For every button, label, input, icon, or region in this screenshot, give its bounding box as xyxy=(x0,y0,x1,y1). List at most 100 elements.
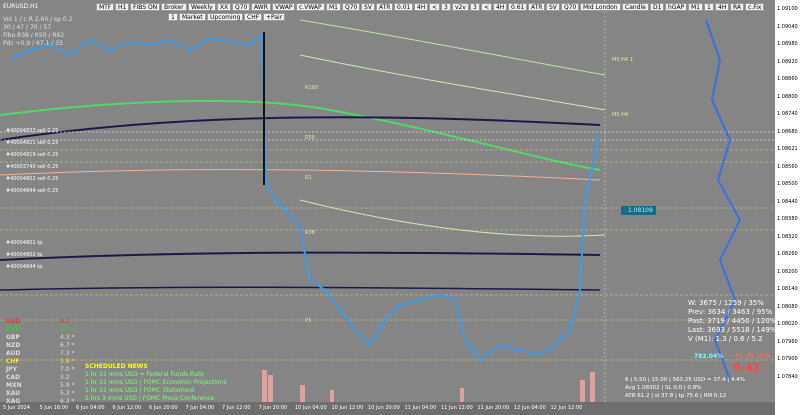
band-line xyxy=(299,199,606,237)
toolbar-button[interactable]: ATR xyxy=(528,3,546,11)
toolbar-button[interactable]: 4H xyxy=(715,3,730,11)
ma-line xyxy=(0,286,601,291)
price-label: 1.07960 xyxy=(777,338,798,345)
currency-code: USD xyxy=(6,318,21,325)
toolbar-button[interactable]: M1 xyxy=(688,3,703,11)
toolbar-button[interactable]: 1 xyxy=(168,13,178,21)
band-line xyxy=(299,19,606,76)
level-label: R38 xyxy=(305,230,315,236)
toolbar-button[interactable]: 1 xyxy=(704,3,714,11)
level-label: M5 H4 1 xyxy=(612,57,633,63)
toolbar-button[interactable]: v2v xyxy=(452,3,469,11)
toolbar-button[interactable]: Q70 xyxy=(561,3,580,11)
toolbar-button[interactable]: +Pair xyxy=(263,13,286,21)
header-info: 30 / 47 / 70 / 57 xyxy=(3,24,52,31)
news-item: 2 hrs 3 mins USD | FOMC Press Conference xyxy=(85,395,215,402)
stat-line: Past: 3719 / 4450 / 120% xyxy=(688,317,777,325)
toolbar-button[interactable]: 0.61 xyxy=(508,3,528,11)
news-title: SCHEDULED NEWS xyxy=(85,363,148,370)
toolbar-button[interactable]: Q70 xyxy=(342,3,361,11)
stat-pct: 782.04% xyxy=(694,353,724,360)
stat-line: V (M1): 1.3 / 0.6 / 5.2 xyxy=(688,335,763,343)
toolbar-button[interactable]: RA xyxy=(730,3,745,11)
price-label: 1.08800 xyxy=(777,93,798,100)
toolbar-button[interactable]: ATR xyxy=(376,3,394,11)
currency-value: 3.8 * xyxy=(60,358,75,365)
order-label: #40004844 tp xyxy=(6,264,43,270)
price-label: 1.08621 xyxy=(777,146,798,152)
toolbar-button[interactable]: hGAP xyxy=(665,3,688,11)
time-label: 11 Jun 20:00 xyxy=(477,405,510,411)
time-label: 7 Jun 20:00 xyxy=(258,405,288,411)
price-label: 1.08560 xyxy=(777,163,798,170)
price-label: 1.08860 xyxy=(777,76,798,82)
price-label: 1.08380 xyxy=(777,216,798,222)
order-label: #40003740 sell 0.25 xyxy=(6,164,59,170)
currency-code: AUD xyxy=(6,350,21,357)
currency-value: 7.0 * xyxy=(60,366,75,373)
order-label: #40004801 tp xyxy=(6,240,43,246)
toolbar-button[interactable]: FIBS ON xyxy=(130,3,161,11)
toolbar-button[interactable]: VWAP xyxy=(272,3,296,11)
order-label: #40004802 tp xyxy=(6,252,43,258)
time-label: 10 Jun 20:00 xyxy=(368,405,400,411)
toolbar-button[interactable]: D1 xyxy=(650,3,665,11)
currency-code: CHF xyxy=(6,358,20,365)
toolbar-button[interactable]: < xyxy=(429,3,441,11)
volume-bars xyxy=(262,370,595,402)
toolbar-button[interactable]: MTF xyxy=(96,3,115,11)
time-label: 5 Jun 16:00 xyxy=(39,405,69,411)
currency-code: CAD xyxy=(6,374,21,381)
level-label: R1 xyxy=(305,175,312,181)
toolbar-button[interactable]: Weekly xyxy=(188,3,216,11)
news-item: 1 hr 33 mins USD = Federal Funds Rate xyxy=(85,371,204,378)
toolbar-button[interactable]: < xyxy=(481,3,493,11)
header-info: Vol 1 / c.R 2.60 / sp 0.2 xyxy=(3,16,73,23)
currency-value: 5.9 * xyxy=(60,382,75,389)
toolbar-button[interactable]: AWR xyxy=(251,3,271,11)
order-label: #40004821 sell 0.25 xyxy=(6,140,59,146)
stat-bottom: 6 | 5.50 | 15.00 | 560.25 USD = 37.4 | 4… xyxy=(625,377,745,383)
toolbar-button[interactable]: Q70 xyxy=(232,3,251,11)
stat-bottom: ATR 61.2 | sl 37.8 | tp 75.6 | RM 0.12 xyxy=(625,393,727,399)
toolbar-button[interactable]: CHF xyxy=(244,13,263,21)
toolbar-button[interactable]: SV xyxy=(546,3,560,11)
toolbar-button[interactable]: 0.01 xyxy=(394,3,414,11)
stat-bottom: Avg 1.08302 | SL 0.0 | 0.8% xyxy=(625,385,702,391)
header-info: Pdc +0.9 / 67.1 / 33 xyxy=(3,40,63,47)
toolbar-button[interactable]: Mid London xyxy=(580,3,621,11)
toolbar-button[interactable]: XX xyxy=(217,3,232,11)
currency-code: MXN xyxy=(6,382,22,389)
time-label: 10 Jun 12:00 xyxy=(331,405,364,411)
currency-code: XAU xyxy=(6,390,20,397)
stat-line: Prev: 3634 / 3463 / 95% xyxy=(688,308,773,316)
toolbar-button[interactable]: c.Fix xyxy=(745,3,765,11)
toolbar-button[interactable]: Market xyxy=(179,13,206,21)
price-label: 1.08200 xyxy=(777,268,798,275)
currency-value: 8.2 xyxy=(60,318,70,325)
toolbar-button[interactable]: M1 xyxy=(326,3,341,11)
ma-line xyxy=(0,169,601,181)
price-label: 1.08980 xyxy=(777,41,798,47)
toolbar-button[interactable]: 4H xyxy=(493,3,508,11)
time-label: 5 Jun 2024 xyxy=(3,405,30,411)
toolbar-button[interactable]: Broker xyxy=(161,3,187,11)
currency-value: 6.7 * xyxy=(60,342,75,349)
price-label: 1.08080 xyxy=(777,303,798,310)
toolbar-button[interactable]: c.VWAP xyxy=(296,3,325,11)
toolbar-button[interactable]: SV xyxy=(361,3,375,11)
currency-value: 4.8 * xyxy=(60,326,75,333)
toolbar-button[interactable]: 3 xyxy=(470,3,480,11)
price-label: 1.07840 xyxy=(777,373,798,380)
toolbar-button[interactable]: Candle xyxy=(622,3,649,11)
toolbar-button[interactable]: H1 xyxy=(115,3,130,11)
time-label: 7 Jun 12:00 xyxy=(222,405,251,411)
stat-line: W: 3675 / 1259 / 35% xyxy=(688,299,764,307)
toolbar-button[interactable]: 4H xyxy=(414,3,429,11)
toolbar-button[interactable]: 3 xyxy=(441,3,451,11)
toolbar-button[interactable]: Upcoming xyxy=(207,13,244,21)
price-label: 1.08440 xyxy=(777,198,798,205)
price-label: 1.09040 xyxy=(777,23,798,30)
price-tag-bg xyxy=(621,206,656,215)
